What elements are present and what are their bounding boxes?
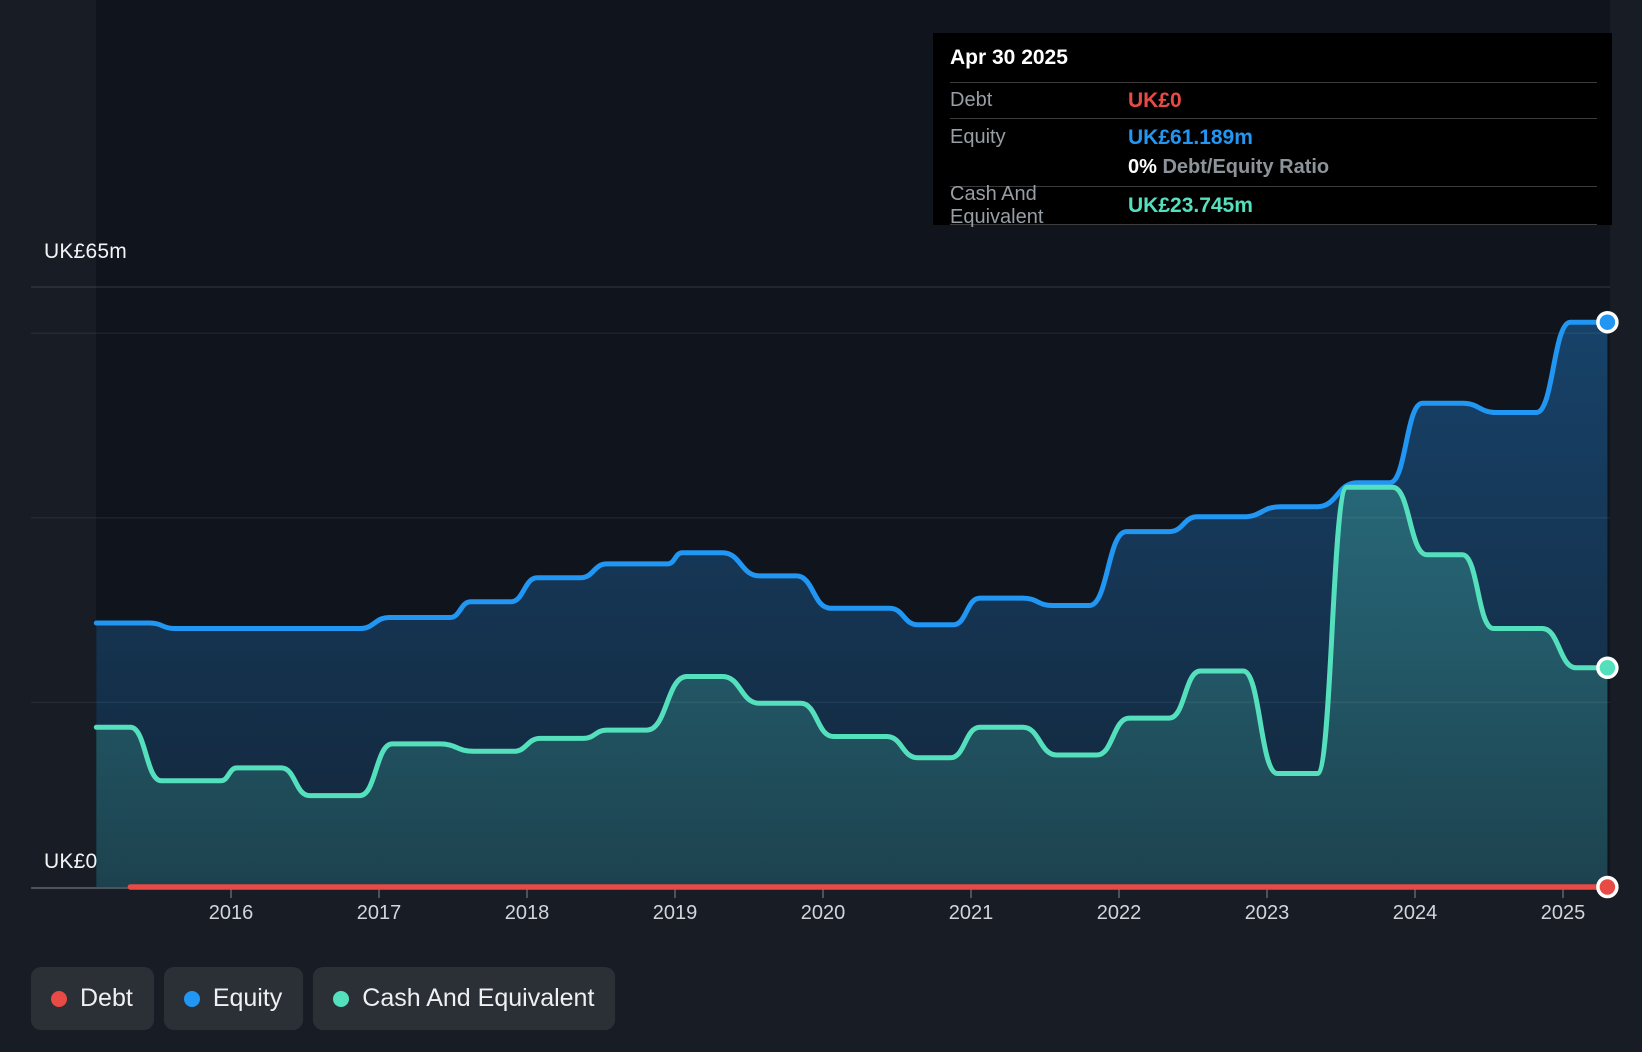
equity-endpoint-marker[interactable] <box>1596 310 1619 334</box>
x-tick-label-2019: 2019 <box>653 902 698 924</box>
equity-line[interactable] <box>93 319 1610 631</box>
cash-dot-icon <box>333 990 350 1007</box>
cash-endpoint-marker[interactable] <box>1596 656 1619 680</box>
legend-equity-label: Equity <box>212 984 283 1012</box>
chart-tooltip: Apr 30 2025 Debt UK£0 Equity UK£61.189m … <box>933 33 1612 228</box>
equity-dot-icon <box>183 990 200 1007</box>
debt-endpoint-marker[interactable] <box>1596 875 1619 899</box>
tooltip-cash-value: UK£23.745m <box>1128 193 1253 217</box>
y-axis-max-label: UK£65m <box>44 240 127 263</box>
legend-item-cash[interactable]: Cash And Equivalent <box>313 967 616 1030</box>
tooltip-debt-label: Debt <box>950 89 993 111</box>
x-tick-label-2024: 2024 <box>1393 902 1438 924</box>
tooltip-cash-label: Cash And Equivalent <box>950 182 1044 228</box>
cash-area <box>96 487 1608 887</box>
legend-item-equity[interactable]: Equity <box>163 967 304 1030</box>
x-tick-label-2023: 2023 <box>1245 902 1290 924</box>
tooltip-equity-label: Equity <box>950 126 1006 148</box>
x-tick-label-2025: 2025 <box>1541 902 1586 924</box>
x-tick-label-2017: 2017 <box>357 902 402 924</box>
tooltip-equity-value: UK£61.189m <box>1128 126 1253 149</box>
legend-debt-label: Debt <box>80 984 133 1012</box>
x-tick-label-2021: 2021 <box>949 902 994 924</box>
tooltip-row-equity: Equity UK£61.189m 0% Debt/Equity Ratio <box>950 119 1597 187</box>
cash-line[interactable] <box>93 484 1610 799</box>
chart-legend: Debt Equity Cash And Equivalent <box>31 967 616 1030</box>
x-tick-label-2018: 2018 <box>505 902 550 924</box>
y-axis-zero-label: UK£0 <box>44 850 98 873</box>
tooltip-date: Apr 30 2025 <box>950 33 1597 83</box>
legend-cash-label: Cash And Equivalent <box>362 984 595 1012</box>
tooltip-debt-value: UK£0 <box>1128 88 1182 112</box>
x-tick-label-2016: 2016 <box>209 902 254 924</box>
debt-dot-icon <box>51 990 67 1007</box>
x-tick-label-2020: 2020 <box>801 902 846 924</box>
tooltip-row-debt: Debt UK£0 <box>950 83 1597 119</box>
tooltip-debt-equity-ratio: 0% Debt/Equity Ratio <box>1128 156 1330 178</box>
x-tick-label-2022: 2022 <box>1097 902 1142 924</box>
tooltip-row-cash: Cash And Equivalent UK£23.745m <box>950 183 1597 228</box>
legend-item-debt[interactable]: Debt <box>31 967 154 1030</box>
